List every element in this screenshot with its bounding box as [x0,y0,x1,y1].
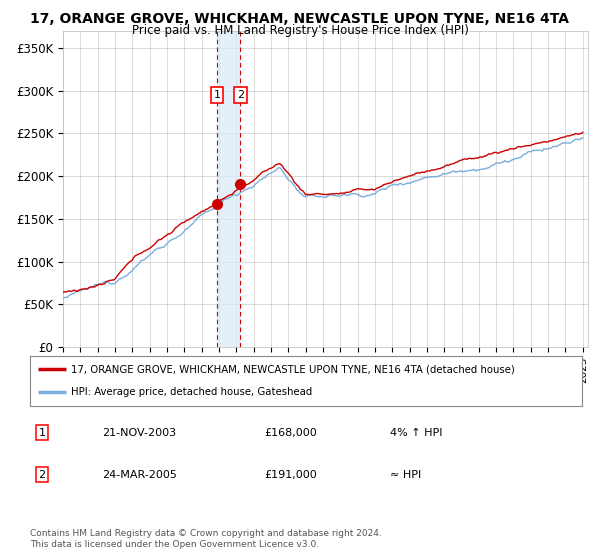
Text: 17, ORANGE GROVE, WHICKHAM, NEWCASTLE UPON TYNE, NE16 4TA: 17, ORANGE GROVE, WHICKHAM, NEWCASTLE UP… [31,12,569,26]
Bar [217,31,240,347]
Text: 4% ↑ HPI: 4% ↑ HPI [390,428,443,437]
Text: 2: 2 [236,90,244,100]
Text: 24-MAR-2005: 24-MAR-2005 [102,470,177,479]
Text: 21-NOV-2003: 21-NOV-2003 [102,428,176,437]
Text: Contains HM Land Registry data © Crown copyright and database right 2024.
This d: Contains HM Land Registry data © Crown c… [30,529,382,549]
Text: Price paid vs. HM Land Registry's House Price Index (HPI): Price paid vs. HM Land Registry's House … [131,24,469,36]
Text: £191,000: £191,000 [264,470,317,479]
Text: 2: 2 [38,470,46,479]
Text: ≈ HPI: ≈ HPI [390,470,421,479]
Text: HPI: Average price, detached house, Gateshead: HPI: Average price, detached house, Gate… [71,388,313,398]
Text: 17, ORANGE GROVE, WHICKHAM, NEWCASTLE UPON TYNE, NE16 4TA (detached house): 17, ORANGE GROVE, WHICKHAM, NEWCASTLE UP… [71,364,515,374]
Text: £168,000: £168,000 [264,428,317,437]
Text: 1: 1 [214,90,221,100]
Text: 1: 1 [38,428,46,437]
